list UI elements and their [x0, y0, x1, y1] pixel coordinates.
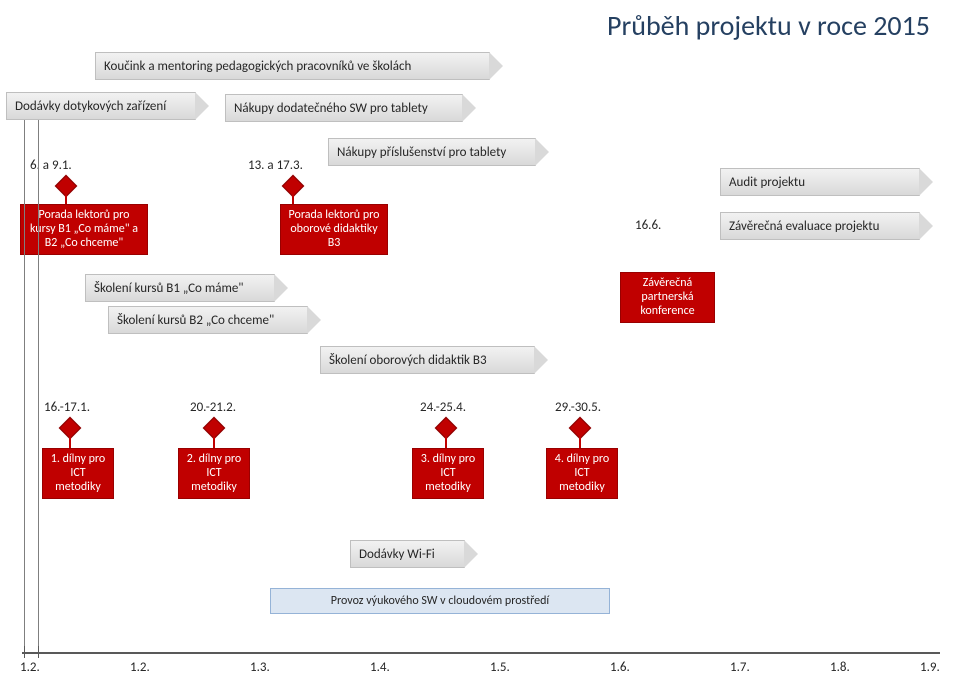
- date-2930: 29.-30.5.: [555, 400, 601, 415]
- axis-tick-5: 1.6.: [610, 660, 630, 675]
- axis-tick-2: 1.3.: [250, 660, 270, 675]
- box-dilny4: 4. dílny pro ICT metodiky: [546, 448, 618, 499]
- bar-audit: Audit projektu: [720, 168, 920, 196]
- axis-tick-0: 1.2.: [20, 660, 40, 675]
- box-konference: Závěrečná partnerská konference: [620, 272, 715, 323]
- bar-sw: Nákupy dodatečného SW pro tablety: [225, 94, 463, 122]
- timeline-axis: [22, 652, 940, 654]
- box-dilny1: 1. dílny pro ICT metodiky: [42, 448, 114, 499]
- date-1317: 13. a 17.3.: [248, 158, 303, 173]
- date-166: 16.6.: [635, 218, 661, 233]
- box-dilny2: 2. dílny pro ICT metodiky: [178, 448, 250, 499]
- date-2425: 24.-25.4.: [420, 400, 466, 415]
- bar-prislus: Nákupy příslušenství pro tablety: [328, 138, 536, 166]
- bar-koucink: Koučink a mentoring pedagogických pracov…: [95, 52, 490, 80]
- bar-wifi: Dodávky Wi-Fi: [350, 540, 465, 568]
- bar-dotyky: Dodávky dotykových zařízení: [6, 92, 196, 120]
- axis-tick-7: 1.8.: [830, 660, 850, 675]
- bar-evaluace: Závěrečná evaluace projektu: [720, 212, 920, 240]
- bar-provoz: Provoz výukového SW v cloudovém prostřed…: [270, 588, 610, 614]
- axis-tick-1: 1.2.: [130, 660, 150, 675]
- date-1617: 16.-17.1.: [44, 400, 90, 415]
- box-dilny3: 3. dílny pro ICT metodiky: [412, 448, 484, 499]
- date-691: 6. a 9.1.: [30, 158, 72, 173]
- axis-tick-8: 1.9.: [920, 660, 940, 675]
- page-title: Průběh projektu v roce 2015: [607, 8, 930, 43]
- bar-skoleni-b2: Školení kursů B2 „Co chceme": [108, 306, 308, 334]
- date-2021: 20.-21.2.: [190, 400, 236, 415]
- bar-skoleni-b3: Školení oborových didaktik B3: [320, 346, 535, 374]
- axis-tick-6: 1.7.: [730, 660, 750, 675]
- axis-tick-3: 1.4.: [370, 660, 390, 675]
- axis-tick-4: 1.5.: [490, 660, 510, 675]
- box-porada2: Porada lektorů pro oborové didaktiky B3: [280, 204, 388, 255]
- box-porada1: Porada lektorů pro kursy B1 „Co máme" a …: [20, 204, 148, 255]
- bar-skoleni-b1: Školení kursů B1 „Co máme": [85, 274, 275, 302]
